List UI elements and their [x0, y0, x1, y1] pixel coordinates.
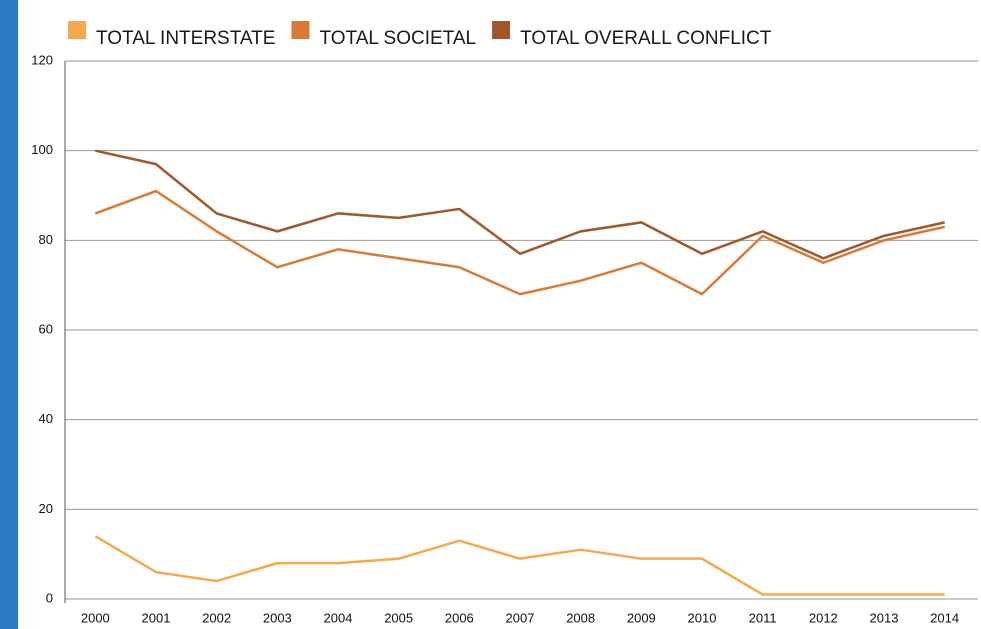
- y-tick-label: 80: [39, 232, 53, 247]
- y-tick-label: 100: [31, 142, 53, 157]
- y-tick-label: 60: [39, 321, 53, 336]
- x-tick-label: 2005: [384, 610, 413, 625]
- legend-label: TOTAL OVERALL CONFLICT: [520, 28, 772, 49]
- y-tick-label: 40: [39, 411, 53, 426]
- y-tick-label: 20: [39, 501, 53, 516]
- x-tick-label: 2004: [324, 610, 353, 625]
- series-line: [95, 149, 945, 260]
- legend-label: TOTAL INTERSTATE: [96, 28, 275, 49]
- side-bar: [0, 0, 18, 629]
- x-tick-label: 2006: [445, 610, 474, 625]
- x-tick-label: 2013: [870, 610, 899, 625]
- series-line: [94, 189, 945, 296]
- x-tick-label: 2011: [749, 610, 777, 625]
- series-line: [94, 535, 945, 596]
- x-tick-label: 2010: [688, 610, 717, 625]
- x-tick-label: 2014: [930, 610, 959, 625]
- x-tick-label: 2012: [809, 610, 838, 625]
- legend-swatch: [68, 21, 86, 39]
- y-tick-label: 120: [31, 52, 53, 67]
- legend-label: TOTAL SOCIETAL: [319, 28, 476, 49]
- legend-swatch: [291, 21, 310, 39]
- x-tick-label: 2002: [202, 610, 231, 625]
- x-tick-label: 2007: [506, 610, 535, 625]
- x-tick-label: 2001: [142, 610, 171, 625]
- x-tick-label: 2003: [263, 610, 292, 625]
- x-tick-label: 2000: [81, 610, 110, 625]
- y-tick-label: 0: [46, 590, 53, 605]
- x-tick-label: 2008: [566, 610, 595, 625]
- legend-swatch: [492, 21, 511, 39]
- x-tick-label: 2009: [627, 610, 656, 625]
